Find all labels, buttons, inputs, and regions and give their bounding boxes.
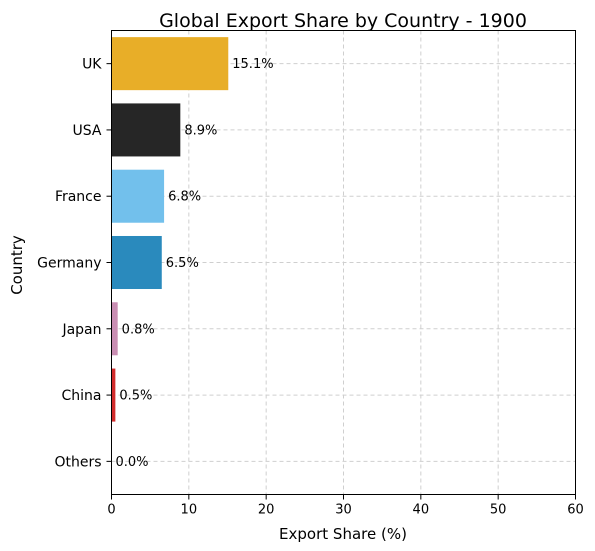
y-tick-label: USA <box>73 123 102 139</box>
x-axis-label: Export Share (%) <box>279 525 407 543</box>
grid <box>111 30 576 495</box>
bar <box>111 302 118 356</box>
bar-value-label: 8.9% <box>184 123 217 138</box>
y-tick-label: France <box>55 189 102 205</box>
x-tick-label: 10 <box>181 503 198 518</box>
x-tick-label: 40 <box>413 503 430 518</box>
y-tick-label: Japan <box>61 322 101 338</box>
x-tick-label: 50 <box>490 503 507 518</box>
bar-value-label: 15.1% <box>232 57 273 72</box>
y-axis-label: Country <box>8 235 26 295</box>
bar <box>111 37 229 91</box>
y-axis-ticks: UK USA France Germany Japan China Others <box>37 57 112 470</box>
y-tick-label: Others <box>54 454 101 470</box>
bar-value-label: 0.0% <box>116 455 149 470</box>
x-tick-label: 60 <box>567 503 584 518</box>
x-axis-ticks: 0 10 20 30 40 50 60 <box>107 494 584 518</box>
bar <box>111 368 116 422</box>
bar <box>111 103 181 157</box>
x-tick-label: 20 <box>258 503 275 518</box>
x-tick-label: 0 <box>107 503 115 518</box>
x-tick-label: 30 <box>335 503 352 518</box>
bar <box>111 235 162 290</box>
bar <box>111 169 165 223</box>
y-tick-label: Germany <box>37 256 101 272</box>
bar-value-label: 6.5% <box>166 256 199 271</box>
bars: 15.1% 8.9% 6.8% 6.5% 0.8% 0.5% 0.0% <box>111 37 274 470</box>
chart-title: Global Export Share by Country - 1900 <box>159 10 527 32</box>
bar-value-label: 6.8% <box>168 190 201 205</box>
bar-value-label: 0.8% <box>122 322 155 337</box>
bar-value-label: 0.5% <box>119 389 152 404</box>
y-tick-label: China <box>62 388 102 404</box>
y-tick-label: UK <box>82 57 102 73</box>
